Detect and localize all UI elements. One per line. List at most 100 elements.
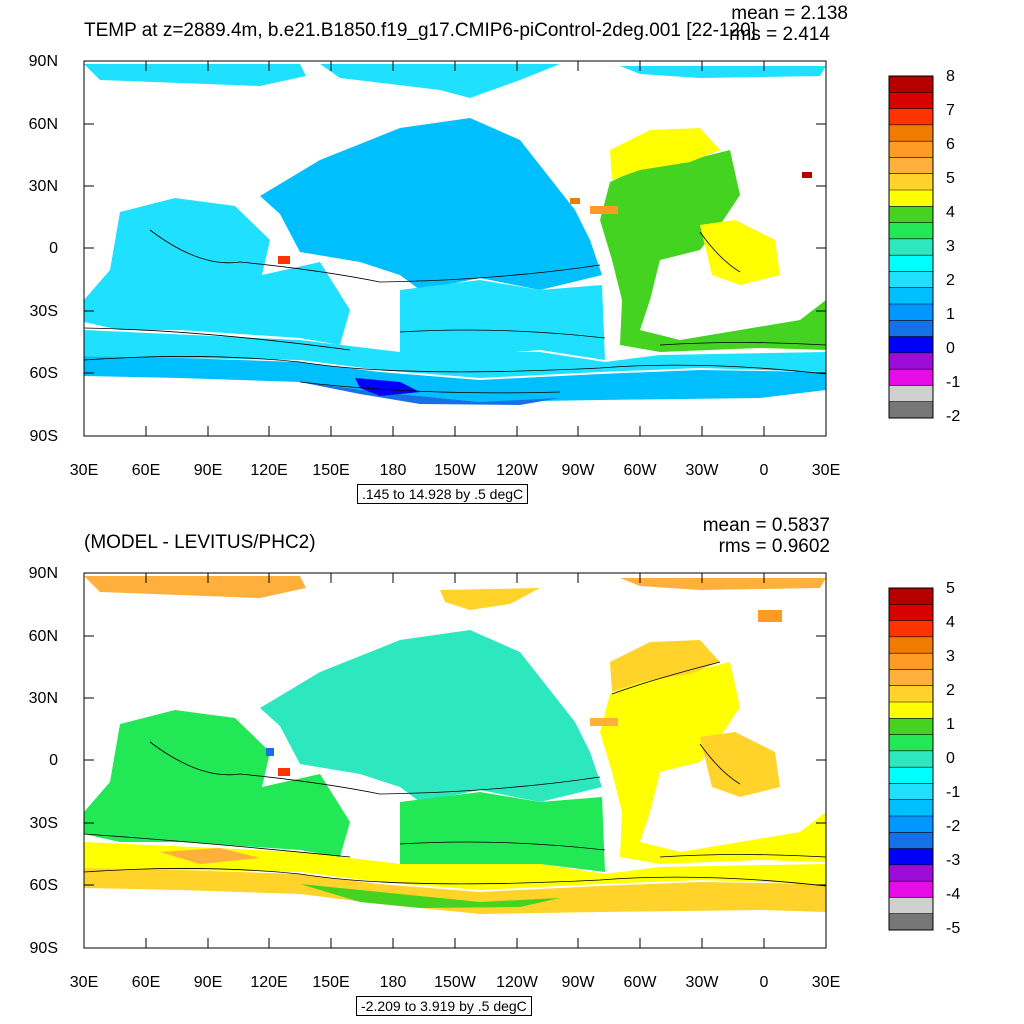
lon-label: 30W <box>685 974 719 991</box>
ocean-field <box>84 64 826 405</box>
lat-label: 0 <box>49 240 58 257</box>
colorbar-label: 1 <box>946 716 955 733</box>
colorbar-label: 3 <box>946 648 955 665</box>
colorbar-label: 8 <box>946 68 955 85</box>
mean-stat: mean = 2.138 <box>731 3 848 24</box>
lat-label: 60S <box>29 365 58 382</box>
lat-label: 0 <box>49 752 58 769</box>
colorbar-swatch <box>889 287 933 305</box>
lat-label: 90S <box>29 428 58 445</box>
lat-label: 30S <box>29 303 58 320</box>
map-graphic <box>83 572 934 949</box>
colorbar-swatch <box>889 401 933 419</box>
lon-label: 30E <box>69 462 99 479</box>
colorbar-label: -2 <box>946 408 961 425</box>
lat-ticks <box>84 60 826 437</box>
lat-ticks <box>84 572 826 949</box>
colorbar-swatch <box>889 157 933 175</box>
lon-label: 90W <box>561 974 595 991</box>
colorbar-swatch <box>889 734 933 752</box>
colorbar-swatch <box>889 190 933 207</box>
lat-label: 90N <box>28 53 58 70</box>
colorbar-label: -2 <box>946 818 961 835</box>
lon-label: 0 <box>759 462 769 479</box>
lat-label: 60N <box>28 116 58 133</box>
colorbar-border <box>888 587 934 931</box>
colorbar-label: 5 <box>946 580 955 597</box>
colorbar-swatch <box>889 767 933 784</box>
colorbar-swatch <box>889 799 933 817</box>
colorbar-swatch <box>889 271 933 289</box>
panel-title: (MODEL - LEVITUS/PHC2) <box>84 532 316 553</box>
colorbar-label: -1 <box>946 784 961 801</box>
colorbar-label: -1 <box>946 374 961 391</box>
colorbar-swatch <box>889 816 933 833</box>
rms-stat: rms = 2.414 <box>729 24 830 45</box>
lat-label: 30N <box>28 690 58 707</box>
lon-label: 120W <box>496 974 538 991</box>
colorbar-swatch <box>889 336 933 354</box>
lat-label: 60N <box>28 628 58 645</box>
lon-label: 120W <box>496 462 538 479</box>
colorbar-swatch <box>889 369 933 386</box>
colorbar-swatch <box>889 238 933 256</box>
lon-label: 60E <box>131 462 161 479</box>
colorbar-label: 0 <box>946 750 955 767</box>
colorbar-swatch <box>889 702 933 719</box>
lon-ticks <box>83 61 827 436</box>
colorbar-swatch <box>889 255 933 272</box>
colorbar-swatch <box>889 352 933 370</box>
map-graphic <box>83 60 934 437</box>
rms-stat: rms = 0.9602 <box>718 536 830 557</box>
colorbar <box>888 587 934 931</box>
lon-label: 30E <box>69 974 99 991</box>
colorbar-label: 2 <box>946 682 955 699</box>
colorbar-swatch <box>889 141 933 158</box>
lon-label: 180 <box>379 462 407 479</box>
ocean-field <box>84 576 826 914</box>
lon-label: 30E <box>811 462 841 479</box>
lat-label: 90S <box>29 940 58 957</box>
colorbar-swatch <box>889 636 933 654</box>
colorbar-swatch <box>889 750 933 768</box>
colorbar-swatch <box>889 669 933 687</box>
lon-label: 60E <box>131 974 161 991</box>
colorbar-label: -4 <box>946 886 961 903</box>
colorbar-label: 5 <box>946 170 955 187</box>
colorbar-swatch <box>889 385 933 403</box>
lon-label: 60W <box>623 462 657 479</box>
colorbar-swatch <box>889 653 933 670</box>
colorbar-label: -5 <box>946 920 961 937</box>
colorbar-swatch <box>889 881 933 898</box>
lat-label: 30N <box>28 178 58 195</box>
colorbar-swatch <box>889 620 933 638</box>
lon-label: 150W <box>434 462 476 479</box>
colorbar-swatch <box>889 685 933 703</box>
colorbar-swatch <box>889 76 933 93</box>
colorbar-border <box>888 75 934 419</box>
colorbar-label: -3 <box>946 852 961 869</box>
lon-label: 30E <box>811 974 841 991</box>
colorbar-swatch <box>889 206 933 223</box>
colorbar-swatch <box>889 108 933 126</box>
colorbar-swatch <box>889 173 933 191</box>
lon-label: 150W <box>434 974 476 991</box>
lon-label: 0 <box>759 974 769 991</box>
lon-label: 60W <box>623 974 657 991</box>
colorbar-label: 3 <box>946 238 955 255</box>
colorbar-swatch <box>889 913 933 931</box>
colorbar-swatch <box>889 832 933 849</box>
contour-lines <box>83 661 827 887</box>
lon-label: 90E <box>193 462 223 479</box>
colorbar-swatch <box>889 588 933 605</box>
colorbar-swatch <box>889 320 933 337</box>
lat-label: 90N <box>28 565 58 582</box>
colorbar-swatch <box>889 783 933 801</box>
lon-label: 30W <box>685 462 719 479</box>
colorbar-swatch <box>889 897 933 915</box>
top-map-panel: TEMP at z=2889.4m, b.e21.B1850.f19_g17.C… <box>28 3 961 504</box>
colorbar-label: 1 <box>946 306 955 323</box>
colorbar <box>888 75 934 419</box>
colorbar-swatch <box>889 304 933 321</box>
lon-label: 180 <box>379 974 407 991</box>
